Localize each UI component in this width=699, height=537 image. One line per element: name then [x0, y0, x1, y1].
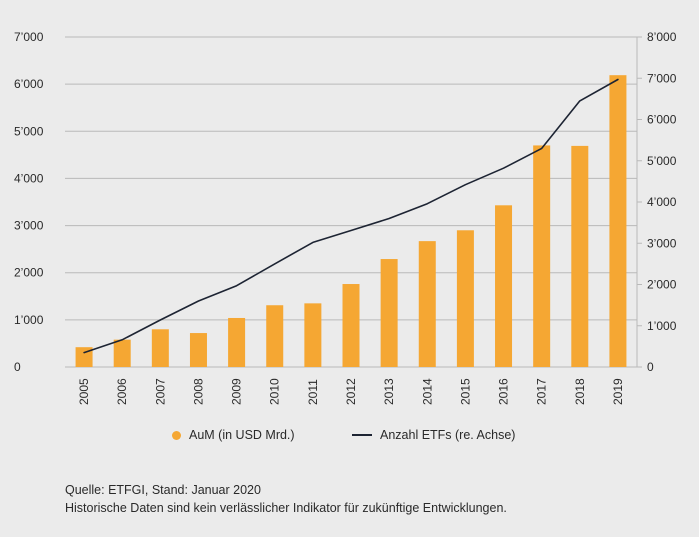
bar-2015	[456, 230, 474, 367]
bar-2018	[571, 145, 589, 367]
y-left-tick-label: 6’000	[14, 77, 44, 91]
bar-2019	[609, 75, 627, 367]
legend-line-icon	[352, 434, 372, 436]
y-right-tick-label: 1’000	[647, 319, 677, 333]
x-tick-label: 2007	[153, 378, 167, 405]
y-right-tick-label: 7’000	[647, 71, 677, 85]
y-left-tick-label: 5’000	[14, 124, 44, 138]
chart-legend: AuM (in USD Mrd.) Anzahl ETFs (re. Achse…	[0, 428, 699, 448]
x-tick-label: 2017	[535, 378, 549, 405]
x-tick-label: 2014	[420, 378, 434, 405]
chart-footer: Quelle: ETFGI, Stand: Januar 2020 Histor…	[65, 481, 507, 517]
y-right-tick-label: 2’000	[647, 278, 677, 292]
bar-2006	[113, 339, 131, 367]
bar-2011	[304, 303, 322, 367]
y-right-tick-label: 6’000	[647, 113, 677, 127]
y-left-tick-label: 4’000	[14, 171, 44, 185]
bar-2008	[189, 333, 207, 367]
y-right-tick-label: 0	[647, 360, 654, 374]
chart-svg: 0 1’000 2’000 3’000 4’000 5’000 6’000 7’000 0 1’0…	[14, 30, 677, 405]
y-left-tick-label: 7’000	[14, 30, 44, 44]
bar-2005	[75, 347, 93, 367]
y-left-tick-label: 1’000	[14, 313, 44, 327]
legend-item-aum: AuM (in USD Mrd.)	[172, 428, 295, 442]
y-right-tick-label: 5’000	[647, 154, 677, 168]
legend-item-etf-count: Anzahl ETFs (re. Achse)	[352, 428, 515, 442]
chart-area: 0 1’000 2’000 3’000 4’000 5’000 6’000 7’000 0 1’0…	[14, 30, 677, 405]
bar-2007	[151, 329, 169, 367]
x-tick-label: 2006	[115, 378, 129, 405]
bar-2012	[342, 284, 360, 367]
x-tick-label: 2010	[268, 378, 282, 405]
bar-2013	[380, 259, 398, 367]
x-tick-label: 2015	[458, 378, 472, 405]
source-note: Quelle: ETFGI, Stand: Januar 2020	[65, 483, 261, 497]
x-tick-label: 2011	[306, 379, 320, 405]
legend-label-etf-count: Anzahl ETFs (re. Achse)	[380, 428, 516, 442]
bar-2017	[533, 145, 551, 367]
x-tick-label: 2008	[191, 378, 205, 405]
x-tick-label: 2018	[573, 378, 587, 405]
x-tick-label: 2013	[382, 378, 396, 405]
x-tick-label: 2012	[344, 378, 358, 405]
x-tick-label: 2005	[77, 378, 91, 405]
bar-2010	[266, 305, 284, 367]
series-line-etf-count	[83, 78, 619, 354]
y-left-tick-label: 2’000	[14, 266, 44, 280]
bar-2014	[418, 241, 436, 367]
y-left-tick-label: 3’000	[14, 219, 44, 233]
y-right-tick-label: 3’000	[647, 236, 677, 250]
y-right-tick-label: 4’000	[647, 195, 677, 209]
y-left-tick-label: 0	[14, 360, 21, 374]
x-tick-label: 2016	[497, 378, 511, 405]
bar-2016	[495, 205, 513, 367]
y-right-tick-label: 8’000	[647, 30, 677, 44]
x-tick-label: 2019	[611, 378, 625, 405]
disclaimer-note: Historische Daten sind kein verlässliche…	[65, 501, 507, 515]
x-tick-label: 2009	[230, 378, 244, 405]
bar-2009	[228, 317, 246, 367]
legend-label-aum: AuM (in USD Mrd.)	[189, 428, 295, 442]
legend-dot-icon	[172, 430, 181, 440]
